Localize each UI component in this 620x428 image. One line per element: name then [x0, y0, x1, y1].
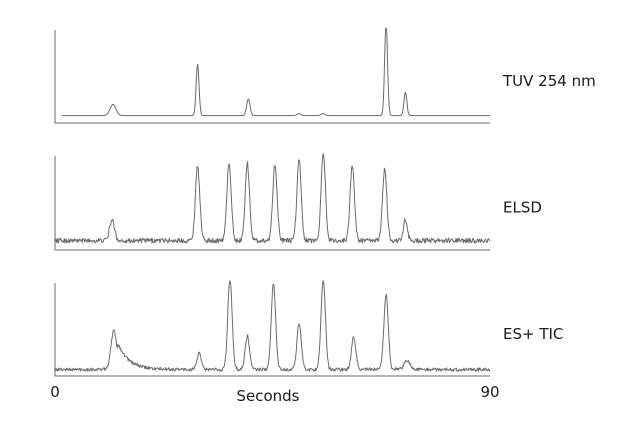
trace-label-tuv-254-nm: TUV 254 nm	[502, 72, 596, 90]
trace-label-es-tic: ES+ TIC	[503, 325, 563, 343]
x-axis-title: Seconds	[236, 387, 299, 405]
x-tick-label-end: 90	[480, 383, 499, 401]
trace-label-elsd: ELSD	[503, 199, 542, 217]
trace-line-tuv-254-nm	[62, 27, 490, 117]
trace-axis-elsd	[54, 156, 490, 251]
trace-line-es-tic	[54, 280, 491, 372]
x-tick-label-start: 0	[50, 383, 60, 401]
trace-line-elsd	[54, 153, 491, 244]
trace-axis-es-tic	[54, 283, 490, 377]
trace-panels: TUV 254 nm ELSD ES+ TIC	[54, 27, 596, 377]
trace-axis-tuv-254-nm	[54, 30, 490, 124]
